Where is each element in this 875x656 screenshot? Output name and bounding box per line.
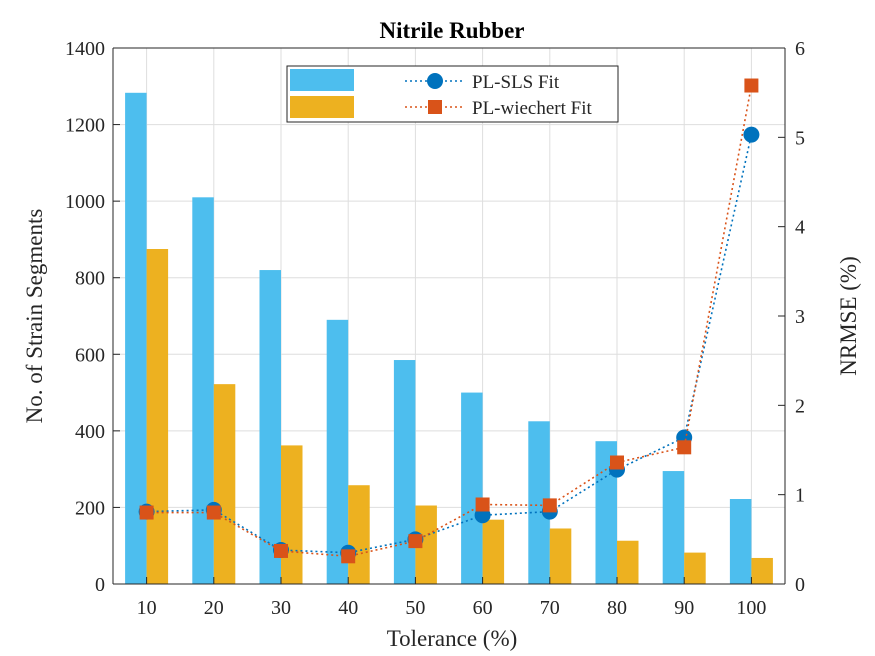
- bar-series-1: [461, 392, 483, 584]
- y2-tick-label: 3: [795, 306, 805, 328]
- y2-tick-label: 1: [795, 485, 805, 507]
- marker-pl-wiechert: [677, 440, 692, 455]
- y-axis-label: No. of Strain Segments: [22, 209, 47, 424]
- y-tick-label: 0: [95, 574, 105, 596]
- marker-pl-wiechert: [610, 455, 624, 470]
- y2-axis-label: NRMSE (%): [836, 256, 861, 375]
- marker-pl-wiechert: [206, 505, 221, 520]
- y-tick-label: 200: [75, 497, 105, 519]
- x-tick-label: 100: [736, 597, 766, 619]
- marker-pl-wiechert: [408, 534, 423, 549]
- legend-swatch-bar-2: [290, 96, 354, 118]
- y2-tick-label: 4: [795, 217, 805, 239]
- line-layer: [138, 78, 760, 564]
- y2-tick-label: 5: [795, 127, 805, 149]
- bar-series-1: [326, 319, 349, 584]
- x-tick-label: 90: [674, 597, 694, 619]
- bar-series-2: [415, 505, 437, 584]
- marker-pl-wiechert: [542, 498, 557, 513]
- legend: PL-SLS Fit PL-wiechert Fit: [286, 65, 619, 123]
- bar-series-2: [213, 384, 236, 584]
- legend-marker-pl-sls: [427, 73, 443, 89]
- bar-series-2: [348, 485, 370, 584]
- bar-series-2: [482, 519, 505, 584]
- marker-pl-wiechert: [744, 78, 759, 93]
- x-tick-label: 80: [607, 597, 627, 619]
- x-tick-label: 50: [405, 597, 425, 619]
- bar-series-2: [146, 249, 169, 584]
- bar-series-1: [259, 270, 281, 584]
- y-tick-label: 800: [75, 268, 105, 290]
- marker-pl-wiechert: [475, 497, 490, 512]
- y-tick-label: 1400: [65, 38, 105, 60]
- bar-series-2: [549, 528, 572, 584]
- x-tick-label: 40: [338, 597, 358, 619]
- bar-series-1: [729, 499, 752, 584]
- axis-layer: 0 200 400 600 800 1000 1200 1400 0 1 2 3 4 5 6 10 20 30 40…: [65, 38, 805, 619]
- bar-series-1: [662, 471, 685, 584]
- y2-tick-label: 2: [795, 395, 805, 417]
- legend-marker-pl-wiechert: [428, 100, 442, 114]
- y2-tick-label: 0: [795, 574, 805, 596]
- y2-tick-label: 6: [795, 38, 805, 60]
- x-tick-label: 20: [204, 597, 224, 619]
- x-tick-label: 70: [540, 597, 560, 619]
- y-tick-label: 400: [75, 421, 105, 443]
- y-tick-label: 1000: [65, 191, 105, 213]
- chart-title: Nitrile Rubber: [379, 18, 524, 43]
- marker-pl-wiechert: [139, 505, 154, 520]
- bar-series-1: [393, 360, 416, 584]
- x-tick-label: 10: [137, 597, 157, 619]
- x-tick-label: 30: [271, 597, 291, 619]
- legend-swatch-bar-1: [290, 69, 354, 91]
- x-tick-label: 60: [473, 597, 493, 619]
- marker-pl-wiechert: [341, 549, 356, 564]
- bar-series-2: [617, 540, 639, 584]
- marker-pl-sls: [743, 126, 760, 143]
- bar-series-2: [684, 552, 706, 584]
- marker-pl-wiechert: [274, 543, 288, 558]
- bar-series-1: [595, 441, 617, 584]
- line-pl-wiechert: [146, 85, 753, 558]
- x-axis-label: Tolerance (%): [387, 626, 518, 651]
- legend-label-pl-sls: PL-SLS Fit: [472, 72, 560, 93]
- legend-label-pl-wiechert: PL-wiechert Fit: [472, 98, 593, 119]
- bar-series-1: [125, 92, 147, 585]
- bar-series-2: [281, 445, 303, 584]
- y-tick-label: 1200: [65, 115, 105, 137]
- y-tick-label: 600: [75, 344, 105, 366]
- bar-series-1: [528, 421, 550, 584]
- bar-series-2: [751, 557, 773, 584]
- line-pl-sls: [146, 134, 753, 554]
- bar-series-1: [192, 197, 214, 585]
